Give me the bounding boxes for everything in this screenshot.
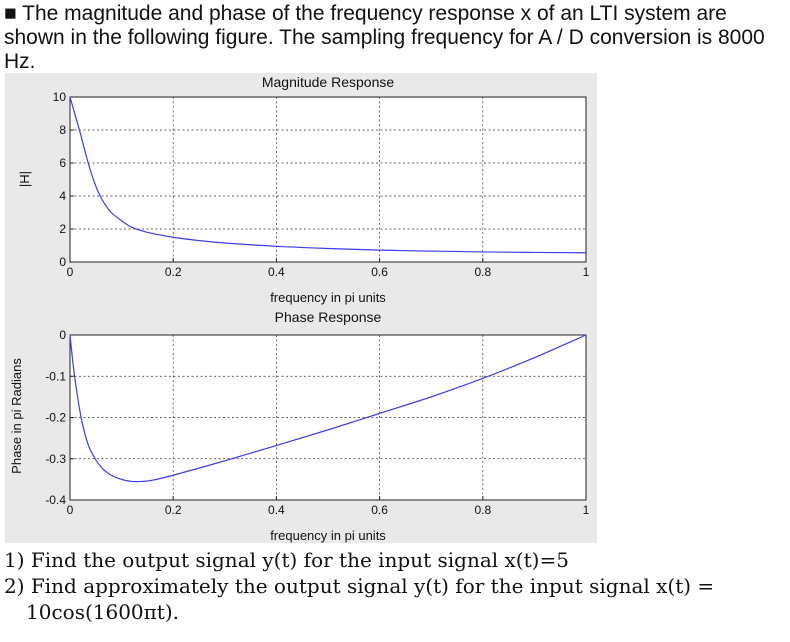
phase-series-line — [69, 334, 587, 483]
phase-subplot: 0 0.2 0.4 0.6 0.8 1 0 -0.1 -0.2 -0.3 -0.4 Phase R… — [9, 309, 590, 543]
phase-xtick-label: 0.8 — [474, 503, 491, 517]
magnitude-xtick-label: 0.4 — [268, 265, 285, 279]
intro-text: The magnitude and phase of the frequency… — [4, 2, 765, 73]
magnitude-ytick-label: 10 — [53, 90, 67, 104]
magnitude-ytick-label: 4 — [59, 189, 66, 203]
magnitude-series-line — [69, 96, 587, 254]
question-2-continuation: 10cos(1600πt). — [26, 600, 179, 624]
phase-xtick-label: 1 — [583, 503, 590, 517]
magnitude-xtick-label: 0.2 — [165, 265, 182, 279]
phase-xtick-label: 0.6 — [371, 503, 388, 517]
phase-title: Phase Response — [275, 309, 382, 325]
phase-ytick-label: -0.4 — [45, 493, 66, 507]
figure-panel: 0 0.2 0.4 0.6 0.8 1 0 2 4 6 8 10 Magnitude Respons… — [5, 73, 597, 543]
problem-intro: ■ The magnitude and phase of the frequen… — [4, 2, 786, 74]
magnitude-ytick-label: 6 — [59, 156, 66, 170]
magnitude-title: Magnitude Response — [262, 74, 395, 90]
magnitude-plot-area — [69, 96, 587, 263]
phase-xtick-label: 0.4 — [268, 503, 285, 517]
phase-ytick-label: -0.2 — [45, 411, 66, 425]
magnitude-ytick-label: 2 — [59, 222, 66, 236]
magnitude-ytick-label: 0 — [59, 255, 66, 269]
magnitude-ytick-label: 8 — [59, 123, 66, 137]
phase-xlabel: frequency in pi units — [270, 528, 386, 543]
magnitude-xtick-label: 0.8 — [474, 265, 491, 279]
question-1: 1) Find the output signal y(t) for the i… — [4, 548, 569, 572]
phase-xtick-label: 0 — [67, 503, 74, 517]
phase-xtick-label: 0.2 — [165, 503, 182, 517]
magnitude-xtick-label: 0.6 — [371, 265, 388, 279]
question-2: 2) Find approximately the output signal … — [4, 574, 715, 598]
magnitude-ylabel: |H| — [17, 171, 32, 187]
bullet-icon: ■ — [4, 2, 17, 25]
magnitude-subplot: 0 0.2 0.4 0.6 0.8 1 0 2 4 6 8 10 Magnitude Respons… — [17, 74, 590, 305]
magnitude-xtick-label: 0 — [67, 265, 74, 279]
phase-ylabel: Phase in pi Radians — [9, 358, 24, 474]
phase-ytick-label: 0 — [59, 328, 66, 342]
magnitude-xlabel: frequency in pi units — [270, 290, 386, 305]
questions-block: 1) Find the output signal y(t) for the i… — [4, 547, 786, 625]
magnitude-xtick-label: 1 — [583, 265, 590, 279]
phase-ytick-label: -0.1 — [45, 369, 66, 383]
phase-ytick-label: -0.3 — [45, 452, 66, 466]
